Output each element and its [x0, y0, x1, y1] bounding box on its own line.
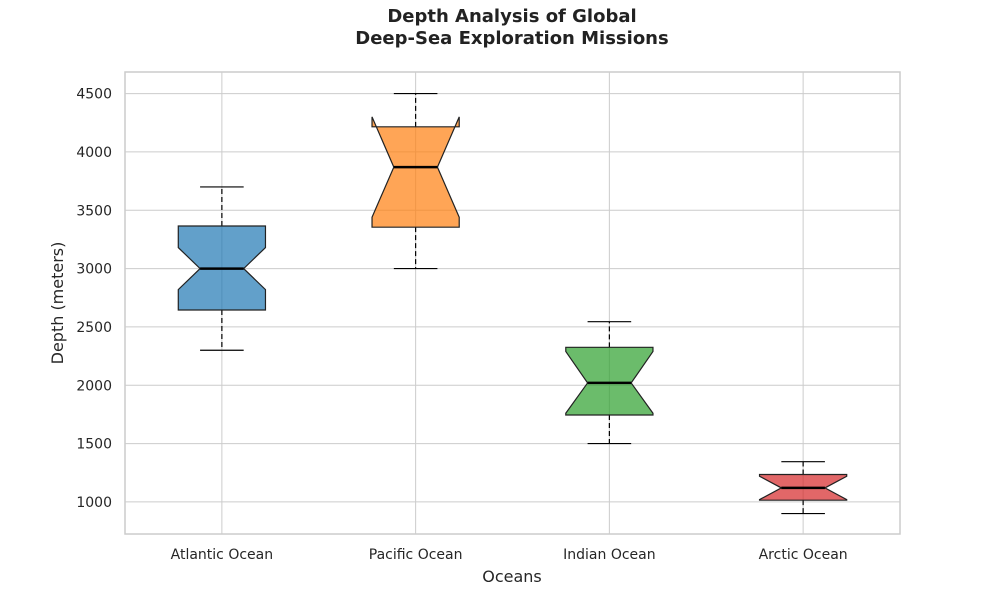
grid-layer [125, 72, 900, 534]
box-group [371, 92, 460, 270]
y-axis-ticks: 1000 1500 2000 2500 3000 3500 4000 4500 [76, 87, 112, 511]
y-tick-label: 2000 [76, 378, 112, 394]
y-tick-label: 3000 [76, 262, 112, 278]
box-group [758, 461, 848, 515]
x-axis-label: Oceans [482, 567, 542, 586]
chart-title-line-2: Deep-Sea Exploration Missions [355, 28, 668, 49]
box-group [565, 321, 654, 445]
chart-title: Depth Analysis of Global Deep-Sea Explor… [355, 6, 668, 49]
y-tick-label: 4500 [76, 87, 112, 103]
x-tick-label: Atlantic Ocean [171, 547, 273, 563]
y-tick-label: 1000 [76, 495, 112, 511]
y-tick-label: 2500 [76, 320, 112, 336]
y-tick-label: 4000 [76, 145, 112, 161]
chart-title-line-1: Depth Analysis of Global [387, 6, 636, 27]
x-tick-label: Pacific Ocean [369, 547, 463, 563]
box-group [177, 186, 267, 351]
y-axis-label: Depth (meters) [48, 242, 67, 365]
x-tick-label: Arctic Ocean [759, 547, 848, 563]
x-tick-label: Indian Ocean [563, 547, 655, 563]
box-body [371, 116, 460, 228]
plot-frame [124, 71, 901, 535]
y-tick-label: 3500 [76, 203, 112, 219]
box-body [565, 346, 654, 416]
box-layer [177, 92, 848, 515]
y-tick-label: 1500 [76, 437, 112, 453]
x-axis-ticks: Atlantic Ocean Pacific Ocean Indian Ocean A… [171, 547, 848, 563]
